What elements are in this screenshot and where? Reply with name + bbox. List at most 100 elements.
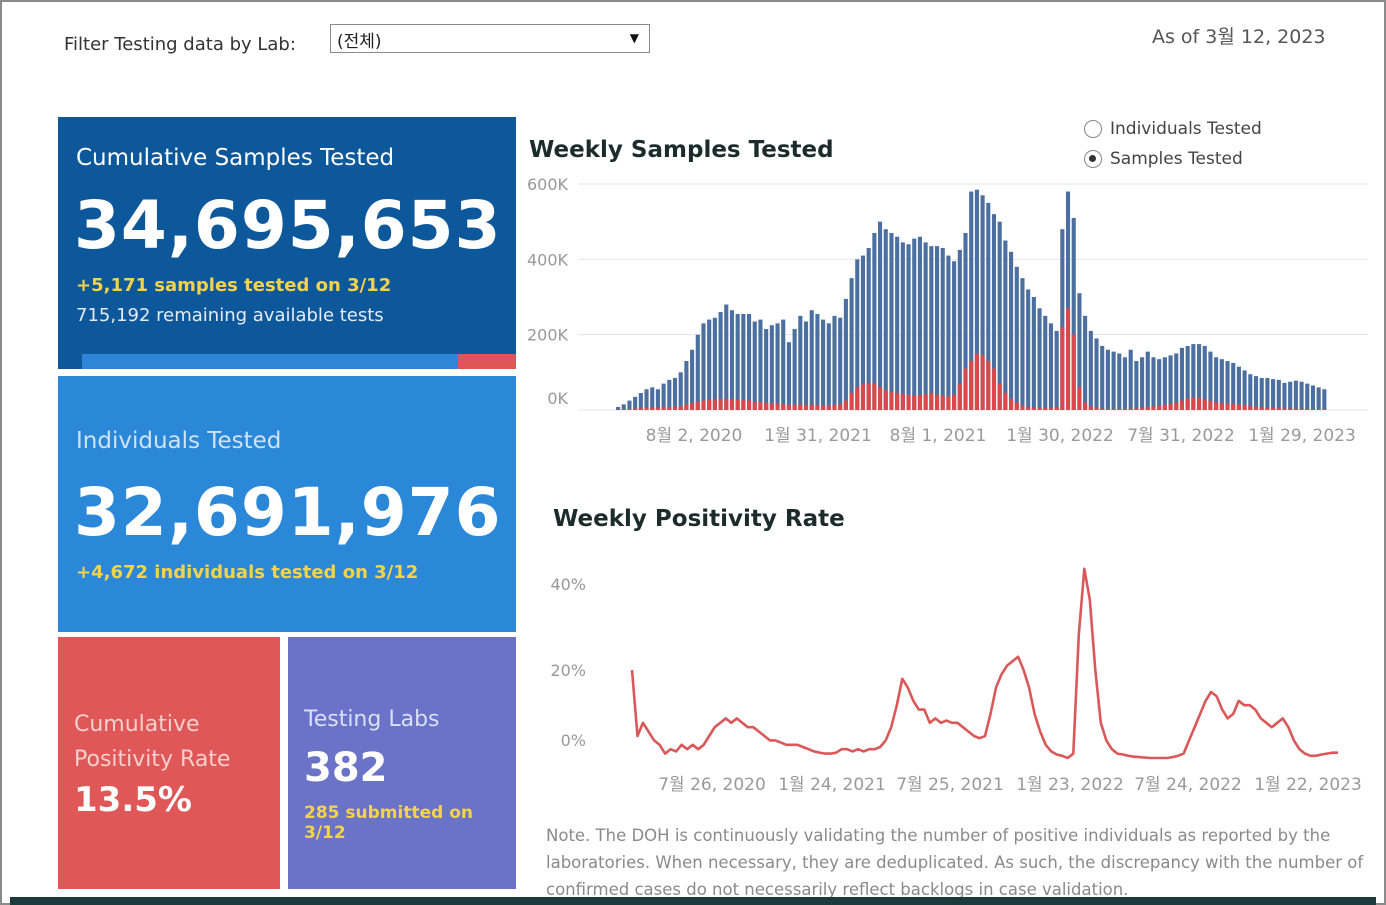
bar-positive	[843, 400, 848, 410]
bar-samples	[667, 379, 672, 410]
positivity-rate-value: 13.5%	[74, 780, 192, 820]
toggle-individuals-tested[interactable]: Individuals Tested	[1084, 119, 1262, 139]
bar-positive	[1174, 402, 1179, 410]
bar-positive	[1071, 334, 1076, 410]
bar-positive	[1134, 408, 1139, 410]
bar-positive	[1009, 398, 1014, 410]
x-tick-label: 7월 24, 2022	[1134, 775, 1242, 795]
bar-samples	[798, 315, 803, 410]
bar-positive	[1117, 408, 1122, 410]
bar-positive	[690, 403, 695, 410]
bar-positive	[781, 403, 786, 410]
bar-positive	[895, 393, 900, 410]
bar-samples	[855, 259, 860, 410]
bar-positive	[838, 404, 843, 410]
x-tick-label: 1월 29, 2023	[1248, 426, 1356, 446]
bar-positive	[1185, 398, 1190, 410]
toggle-samples-tested[interactable]: Samples Tested	[1084, 149, 1243, 169]
bar-positive	[1168, 403, 1173, 410]
bar-samples	[1009, 251, 1014, 410]
bar-positive	[809, 404, 814, 410]
bar-positive	[769, 403, 774, 410]
bar-positive	[929, 393, 934, 410]
x-tick-label: 7월 26, 2020	[658, 775, 766, 795]
bar-positive	[1043, 408, 1048, 410]
chevron-down-icon: ▼	[629, 31, 639, 45]
bar-samples	[963, 232, 968, 410]
bar-samples	[1128, 349, 1133, 410]
bar-samples	[1202, 345, 1207, 410]
bar-samples	[1253, 376, 1259, 410]
bar-samples	[923, 242, 928, 410]
bar-samples	[644, 389, 649, 410]
y-tick-label: 0%	[561, 731, 586, 750]
bar-positive	[1265, 407, 1270, 410]
bar-positive	[1236, 404, 1241, 410]
bar-positive	[752, 401, 757, 410]
bar-samples	[1185, 345, 1190, 410]
bar-samples	[1305, 383, 1310, 410]
bar-samples	[1288, 381, 1293, 410]
testing-labs-value: 382	[304, 745, 388, 791]
bar-positive	[1219, 403, 1224, 410]
y-tick-label: 40%	[550, 575, 586, 594]
weekly-samples-chart[interactable]: 600K 400K 200K 0K 8월 2, 2020 1월 31, 2021 8월 1,…	[516, 176, 1376, 456]
data-note: Note. The DOH is continuously validating…	[546, 826, 1364, 897]
bar-positive	[644, 407, 649, 410]
bar-samples	[821, 319, 826, 410]
bar-samples	[1179, 347, 1185, 410]
bar-positive	[906, 394, 911, 410]
bar-positive	[672, 406, 678, 410]
bar-samples	[735, 313, 740, 410]
bar-positive	[655, 407, 660, 410]
bar-positive	[735, 399, 740, 410]
bar-positive	[741, 400, 746, 410]
bar-samples	[1065, 191, 1071, 410]
bar-samples	[1214, 357, 1219, 410]
bar-positive	[707, 399, 712, 410]
bar-samples	[752, 321, 757, 410]
testing-labs-tile: Testing Labs 382 285 submitted on 3/12	[288, 637, 516, 889]
lab-filter-dropdown[interactable]: (전체) ▼	[330, 24, 650, 53]
bar-samples	[1293, 380, 1298, 410]
bar-positive	[974, 353, 979, 410]
samples-daily-text: +5,171 samples tested on 3/12	[76, 275, 392, 296]
cumulative-samples-tile: Cumulative Samples Tested 34,695,653 +5,…	[58, 117, 516, 369]
bar-positive	[667, 406, 672, 410]
bar-samples	[1310, 385, 1316, 410]
tests-remaining-bar	[458, 354, 516, 369]
bar-positive	[712, 399, 717, 410]
x-tick-label: 1월 22, 2023	[1254, 775, 1362, 795]
bar-samples	[1271, 379, 1276, 410]
bar-positive	[883, 390, 888, 410]
bar-positive	[832, 404, 837, 410]
bar-positive	[1271, 408, 1276, 410]
bar-positive	[1191, 397, 1196, 410]
bar-samples	[929, 246, 934, 410]
bar-positive	[1128, 408, 1133, 410]
lab-filter-selected: (전체)	[337, 32, 382, 52]
x-tick-label: 8월 1, 2021	[890, 426, 987, 446]
bar-samples	[1105, 349, 1110, 410]
remaining-tests-text: 715,192 remaining available tests	[76, 305, 384, 326]
bar-samples	[1299, 381, 1304, 410]
bar-samples	[695, 334, 700, 410]
bar-positive	[650, 407, 655, 410]
toggle-samples-label: Samples Tested	[1110, 149, 1243, 169]
bar-positive	[724, 398, 729, 410]
bar-positive	[1202, 399, 1207, 410]
x-tick-label: 7월 31, 2022	[1127, 426, 1235, 446]
weekly-positivity-chart[interactable]: 40% 20% 0% 7월 26, 2020 1월 24, 2021 7월 25, 202…	[516, 550, 1376, 800]
bar-samples	[934, 246, 940, 410]
bar-samples	[1236, 366, 1241, 410]
bar-samples	[764, 329, 769, 410]
bar-positive	[747, 400, 752, 410]
bar-positive	[1037, 408, 1042, 410]
bar-samples	[758, 319, 763, 410]
bar-samples	[826, 323, 831, 410]
bar-positive	[1094, 407, 1099, 410]
bar-positive	[878, 387, 883, 410]
bar-positive	[940, 395, 945, 410]
bar-positive	[633, 408, 638, 410]
bar-samples	[974, 189, 979, 410]
